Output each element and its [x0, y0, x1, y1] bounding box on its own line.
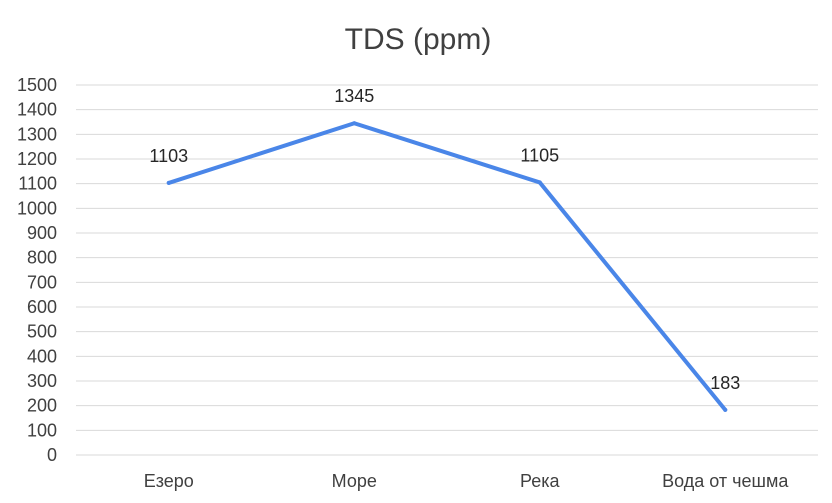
y-tick-label: 900 — [27, 223, 57, 243]
y-tick-label: 300 — [27, 371, 57, 391]
y-tick-label: 600 — [27, 297, 57, 317]
x-tick-label: Езеро — [144, 471, 194, 491]
x-axis-ticks: Езеро Море Река Вода от чешма — [144, 471, 790, 491]
y-tick-label: 1100 — [18, 174, 57, 194]
gridlines — [76, 84, 818, 456]
y-tick-label: 700 — [27, 272, 57, 292]
x-tick-label: Река — [520, 471, 560, 491]
data-point — [352, 121, 357, 126]
data-label: 183 — [710, 373, 740, 393]
series-line — [166, 121, 728, 412]
y-tick-label: 1500 — [17, 75, 57, 95]
y-tick-label: 200 — [27, 396, 57, 416]
data-label: 1345 — [334, 86, 374, 106]
y-tick-label: 500 — [27, 322, 57, 342]
data-point — [537, 180, 542, 185]
y-tick-label: 1000 — [17, 198, 57, 218]
y-tick-label: 100 — [27, 420, 57, 440]
x-tick-label: Вода от чешма — [662, 471, 789, 491]
series-layer — [166, 121, 728, 412]
data-label: 1103 — [149, 146, 188, 166]
y-tick-label: 1300 — [17, 124, 57, 144]
data-point — [166, 180, 171, 185]
y-axis-ticks: 0 100 200 300 400 500 600 700 800 900 1000 1100 1200… — [17, 75, 57, 465]
y-tick-label: 1200 — [17, 149, 57, 169]
y-tick-label: 0 — [47, 445, 57, 465]
y-tick-label: 400 — [27, 346, 57, 366]
data-labels: 1103 1345 1105 183 — [149, 86, 740, 393]
x-tick-label: Море — [332, 471, 377, 491]
chart-title: TDS (ppm) — [345, 23, 492, 56]
y-tick-label: 1400 — [17, 100, 57, 120]
y-tick-label: 800 — [27, 248, 57, 268]
data-point — [723, 407, 728, 412]
data-label: 1105 — [520, 145, 559, 165]
